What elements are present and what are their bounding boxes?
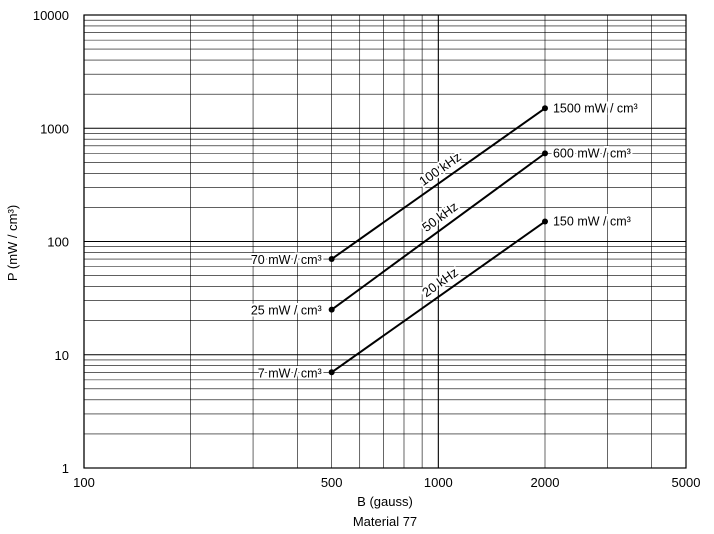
y-axis-label: P (mW / cm³) [5,205,20,281]
y-tick-label: 10 [55,348,69,363]
series-line [331,220,546,374]
y-tick-label: 1 [62,461,69,476]
y-tick-label: 1000 [40,121,69,136]
data-point [328,369,335,376]
series-end-label: 600 mW / cm³ [553,146,631,160]
x-tick-labels: 100 500 1000 2000 5000 [73,475,700,490]
x-tick-label: 500 [321,475,343,490]
series-start-label: 25 mW / cm³ [251,304,322,318]
y-tick-label: 10000 [33,8,69,23]
y-tick-label: 100 [47,235,69,250]
data-point [541,105,548,112]
series-start-label: 70 mW / cm³ [251,253,322,267]
data-point [328,256,335,263]
x-tick-label: 100 [73,475,95,490]
plot-frame [83,14,687,469]
x-axis-label: B (gauss) [357,494,413,509]
y-tick-labels: 1 10 100 1000 10000 [33,8,69,476]
series-line [331,152,546,311]
chart-caption: Material 77 [352,514,418,529]
x-tick-label: 2000 [531,475,560,490]
series-line [331,107,546,260]
x-tick-label: 5000 [672,475,701,490]
series-end-label: 1500 mW / cm³ [553,101,638,115]
chart-grid [83,15,687,469]
data-point [541,218,548,225]
data-point [541,150,548,157]
series-start-label: 7 mW / cm³ [258,366,322,380]
x-tick-label: 1000 [424,475,453,490]
data-point [328,306,335,313]
series-end-label: 150 mW / cm³ [553,215,631,229]
